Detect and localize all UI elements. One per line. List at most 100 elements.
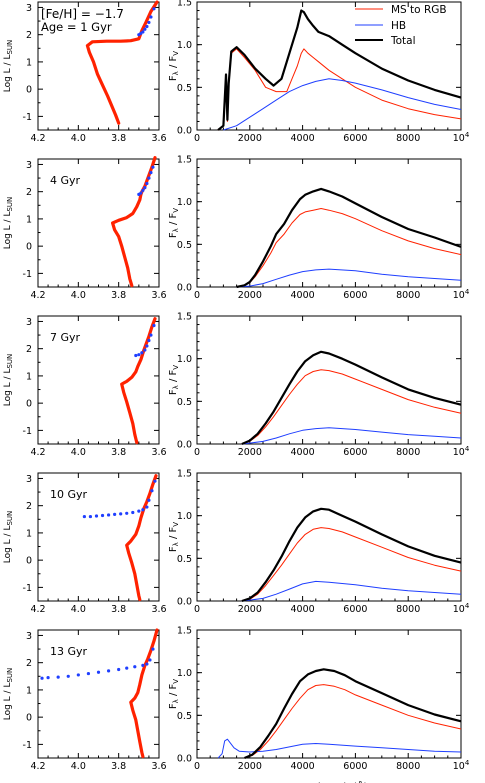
sed-ytick-label: 1.0 xyxy=(177,668,192,679)
sed-ytick-label: 0.5 xyxy=(177,240,192,251)
sed-ytick-label: 0.5 xyxy=(177,554,192,565)
cmd-ylabel: Log L / LSUN xyxy=(3,511,14,564)
sed-xtick-label: 6000 xyxy=(343,133,367,144)
sed-xtick-exponent: 4 xyxy=(465,288,470,296)
sed-xtick-label: 104 xyxy=(453,759,470,772)
cmd-hb-point xyxy=(149,15,153,19)
sed-series-hb xyxy=(217,738,462,759)
cmd-ytick-label: 0 xyxy=(26,242,32,253)
cmd-ylabel: Log L / LSUN xyxy=(3,40,14,93)
cmd-ytick-label: 0 xyxy=(26,556,32,567)
cmd-xtick-label: 4.2 xyxy=(30,447,45,458)
sed-xlabel: Wavelength (Å) xyxy=(290,780,367,783)
cmd-age-label: 13 Gyr xyxy=(50,645,88,658)
metallicity-label: [Fe/H] = −1.7 xyxy=(41,7,124,21)
cmd-xtick-label: 4.2 xyxy=(30,604,45,615)
cmd-hb-point xyxy=(145,181,149,186)
sed-xtick-label: 2000 xyxy=(238,761,262,772)
sed-xtick-exponent: 4 xyxy=(465,445,470,453)
sed-ylabel-sub-v: V xyxy=(172,679,180,684)
sed-ylabel-mid: / F xyxy=(168,526,179,542)
sed-series-msrgb xyxy=(217,48,462,131)
cmd-xtick-label: 3.8 xyxy=(111,447,126,458)
sed-ylabel-mid: / F xyxy=(168,55,179,71)
sed-ytick-label: 1.5 xyxy=(177,0,192,9)
cmd-panel-3: 4.2 4.0 3.8 3.6 -1 0 1 2 3 7 Gyr Log L / LSUN xyxy=(3,315,167,458)
cmd-ytick-label: 0 xyxy=(26,85,32,96)
sed-series-total xyxy=(241,507,462,603)
sed-ylabel-sub-v: V xyxy=(172,51,180,56)
cmd-xtick-label: 4.0 xyxy=(71,290,86,301)
sed-xtick-label: 8000 xyxy=(396,133,420,144)
sed-xtick-label: 4000 xyxy=(291,761,315,772)
cmd-hb-point xyxy=(76,673,80,677)
sed-xtick-exponent: 4 xyxy=(465,131,470,139)
cmd-hb-point xyxy=(106,513,111,517)
sed-ytick-label: 1.0 xyxy=(177,40,192,51)
sed-ylabel: Fλ / FV xyxy=(168,522,180,552)
legend-label-msrgb: MS to RGB xyxy=(391,4,447,16)
sed-series-msrgb xyxy=(241,369,462,445)
cmd-hb-point xyxy=(137,192,141,197)
cmd-hb-point xyxy=(125,666,129,670)
sed-ylabel-sub-v: V xyxy=(172,365,180,370)
sed-series-hb xyxy=(241,427,462,445)
cmd-hb-point xyxy=(113,512,117,516)
cmd-xtick-label: 3.8 xyxy=(111,604,126,615)
cmd-hb-point xyxy=(141,188,145,192)
cmd-ytick-label: 3 xyxy=(26,474,32,485)
sed-xtick-label: 104 xyxy=(453,445,470,458)
sed-panel-3: 0 2000 4000 6000 8000 104 0.0 0.5 1.0 1.5 Fλ / FV xyxy=(168,312,470,459)
sed-ytick-label: 1.5 xyxy=(177,626,192,637)
sed-xtick-label: 8000 xyxy=(396,604,420,615)
cmd-xtick-label: 4.0 xyxy=(71,133,86,144)
cmd-hb-point xyxy=(119,512,123,516)
cmd-hb-point xyxy=(106,669,111,673)
legend: MS to RGB HB Total xyxy=(355,4,447,47)
cmd-hb-point xyxy=(137,353,141,357)
cmd-ytick-label: 1 xyxy=(26,371,32,382)
cmd-xtick-label: 3.8 xyxy=(111,290,126,301)
cmd-ylabel: Log L / LSUN xyxy=(3,354,14,407)
cmd-ytick-label: -1 xyxy=(23,269,32,280)
cmd-xtick-label: 4.0 xyxy=(71,761,86,772)
sed-frame xyxy=(196,315,462,445)
cmd-hb-point xyxy=(147,338,151,343)
cmd-ytick-label: 1 xyxy=(26,214,32,225)
cmd-ylabel: Log L / LSUN xyxy=(3,668,14,721)
sed-ytick-label: 1.5 xyxy=(177,155,192,166)
legend-label-hb: HB xyxy=(391,20,406,32)
sed-ytick-label: 0.0 xyxy=(177,126,192,137)
cmd-xtick-label: 3.8 xyxy=(111,761,126,772)
sed-ytick-label: 0.0 xyxy=(177,440,192,451)
sed-ytick-label: 0.0 xyxy=(177,283,192,294)
sed-ylabel: Fλ / FV xyxy=(168,365,180,395)
cmd-rgb-track xyxy=(125,474,158,602)
cmd-xtick-label: 3.6 xyxy=(151,761,166,772)
cmd-ytick-label: 2 xyxy=(26,658,32,669)
sed-ytick-label: 0.0 xyxy=(177,597,192,608)
sed-ylabel: Fλ / FV xyxy=(168,208,180,238)
cmd-hb-point xyxy=(125,511,129,515)
sed-series-msrgb xyxy=(241,527,462,602)
cmd-ytick-label: 0 xyxy=(26,713,32,724)
cmd-hb-point xyxy=(94,514,99,518)
sed-series-total xyxy=(236,187,462,289)
cmd-ytick-label: 1 xyxy=(26,528,32,539)
cmd-hb-point xyxy=(147,498,151,502)
sed-frame xyxy=(196,158,462,288)
sed-xtick-label: 2000 xyxy=(238,133,262,144)
cmd-ytick-label: -1 xyxy=(23,112,32,123)
cmd-hb-point xyxy=(143,185,147,190)
cmd-xtick-label: 3.6 xyxy=(151,290,166,301)
cmd-hb-point xyxy=(145,662,149,666)
cmd-hb-point xyxy=(153,479,157,483)
cmd-xtick-label: 4.2 xyxy=(30,761,45,772)
cmd-hb-point xyxy=(147,176,151,180)
sed-ylabel-mid: / F xyxy=(168,683,179,699)
cmd-xtick-label: 3.8 xyxy=(111,133,126,144)
sed-xtick-label: 4000 xyxy=(291,290,315,301)
cmd-age-label: 7 Gyr xyxy=(50,331,81,344)
